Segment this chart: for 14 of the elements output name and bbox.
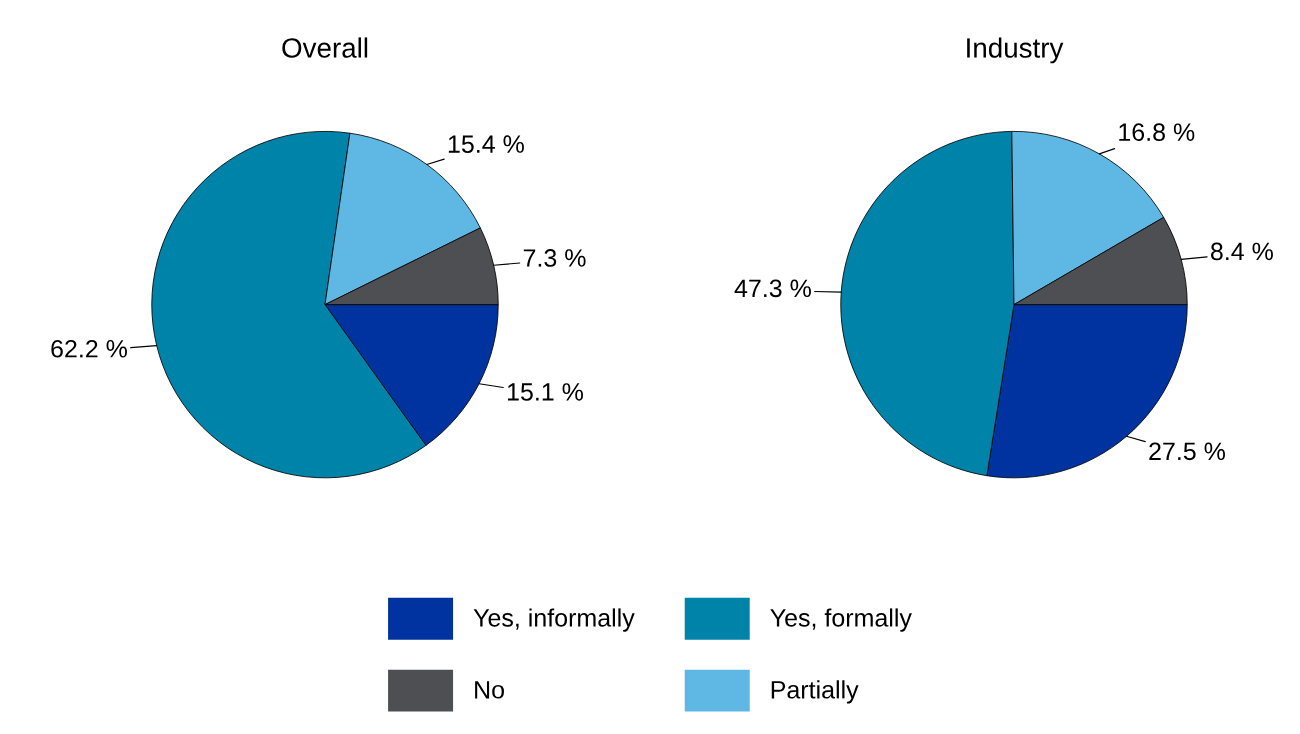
chart-title: Overall — [282, 37, 368, 58]
data-label: 7.3 % — [523, 249, 586, 267]
legend-label: Yes, informally — [473, 608, 635, 632]
legend-label: Yes, formally — [770, 608, 912, 632]
data-label: 47.3 % — [734, 279, 811, 298]
data-label: 62.2 % — [51, 339, 127, 358]
data-label: 15.1 % — [507, 383, 583, 401]
legend-label: Partially — [771, 680, 859, 704]
data-label: 15.4 % — [448, 135, 524, 153]
legend-label: No — [475, 681, 504, 699]
data-label: 27.5 % — [1149, 442, 1225, 461]
data-label: 16.8 % — [1119, 123, 1195, 141]
chart-title: Industry — [967, 37, 1064, 64]
data-label: 8.4 % — [1210, 242, 1273, 261]
